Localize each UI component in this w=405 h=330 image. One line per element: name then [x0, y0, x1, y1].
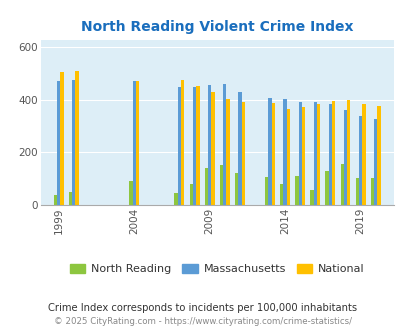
Bar — [204, 168, 207, 205]
Bar — [238, 92, 241, 205]
Bar — [294, 176, 298, 205]
Bar — [373, 119, 376, 205]
Bar — [181, 80, 184, 205]
Bar — [271, 103, 274, 205]
Bar — [283, 99, 286, 205]
Bar — [174, 193, 177, 205]
Bar — [268, 98, 271, 205]
Bar — [331, 101, 335, 205]
Bar — [57, 81, 60, 205]
Bar — [192, 87, 196, 205]
Bar — [189, 184, 192, 205]
Bar — [298, 102, 301, 205]
Bar — [207, 85, 211, 205]
Bar — [316, 104, 320, 205]
Bar — [60, 72, 64, 205]
Bar — [234, 173, 238, 205]
Bar — [219, 165, 222, 205]
Bar — [72, 80, 75, 205]
Bar — [177, 87, 181, 205]
Bar — [75, 71, 79, 205]
Title: North Reading Violent Crime Index: North Reading Violent Crime Index — [81, 20, 353, 34]
Bar — [370, 178, 373, 205]
Bar — [313, 102, 316, 205]
Text: Crime Index corresponds to incidents per 100,000 inhabitants: Crime Index corresponds to incidents per… — [48, 303, 357, 313]
Bar — [241, 102, 244, 205]
Bar — [196, 86, 199, 205]
Bar — [309, 190, 313, 205]
Bar — [328, 104, 331, 205]
Bar — [358, 116, 361, 205]
Bar — [343, 110, 346, 205]
Bar — [132, 81, 136, 205]
Bar — [129, 181, 132, 205]
Bar — [279, 184, 283, 205]
Bar — [264, 177, 268, 205]
Bar — [325, 171, 328, 205]
Bar — [69, 192, 72, 205]
Bar — [301, 107, 305, 205]
Legend: North Reading, Massachusetts, National: North Reading, Massachusetts, National — [65, 260, 368, 279]
Bar — [346, 100, 350, 205]
Bar — [226, 99, 229, 205]
Bar — [355, 178, 358, 205]
Bar — [361, 104, 364, 205]
Bar — [376, 106, 380, 205]
Bar — [211, 92, 214, 205]
Bar — [340, 164, 343, 205]
Bar — [53, 195, 57, 205]
Bar — [286, 109, 290, 205]
Bar — [222, 84, 226, 205]
Text: © 2025 CityRating.com - https://www.cityrating.com/crime-statistics/: © 2025 CityRating.com - https://www.city… — [54, 317, 351, 326]
Bar — [136, 81, 139, 205]
